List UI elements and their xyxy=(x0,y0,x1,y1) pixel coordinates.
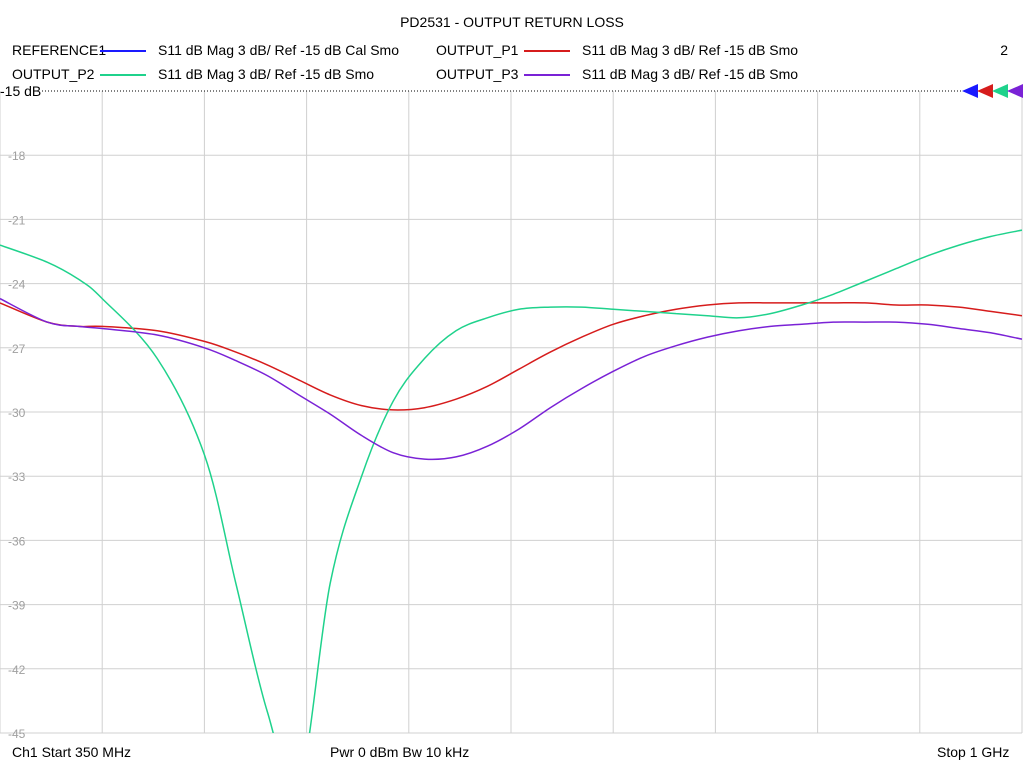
legend-desc: S11 dB Mag 3 dB/ Ref -15 dB Cal Smo xyxy=(158,42,399,58)
series-line-output-p2 xyxy=(0,229,1022,733)
legend-desc: S11 dB Mag 3 dB/ Ref -15 dB Smo xyxy=(158,66,375,82)
legend-swatch xyxy=(100,50,146,52)
y-tick-label: -45 xyxy=(8,727,26,741)
legend-swatch xyxy=(524,74,570,76)
start-frequency: Ch1 Start 350 MHz xyxy=(12,744,132,760)
y-tick-label: -33 xyxy=(8,470,26,484)
legend-name: OUTPUT_P1 xyxy=(436,42,519,58)
legend-row-2: OUTPUT_P2 S11 dB Mag 3 dB/ Ref -15 dB Sm… xyxy=(0,66,1024,84)
legend-desc: S11 dB Mag 3 dB/ Ref -15 dB Smo xyxy=(582,42,799,58)
y-tick-label: -30 xyxy=(8,406,26,420)
power-bandwidth: Pwr 0 dBm Bw 10 kHz xyxy=(330,744,470,760)
series-line-output-p1 xyxy=(0,301,1022,411)
y-tick-label: -36 xyxy=(8,534,26,548)
legend-name: REFERENCE1 xyxy=(12,42,107,58)
legend-swatch xyxy=(100,74,146,76)
reference-marker-icon xyxy=(992,84,1008,98)
reference-marker-icon xyxy=(962,84,978,98)
legend-name: OUTPUT_P3 xyxy=(436,66,519,82)
reference-marker-icon xyxy=(977,84,993,98)
channel-number: 2 xyxy=(1000,42,1008,58)
reference-marker-icon xyxy=(1007,84,1023,98)
series-line-output-p3 xyxy=(0,297,1022,461)
reference-label: -15 dB xyxy=(0,83,41,99)
y-tick-label: -39 xyxy=(8,599,26,613)
legend-swatch xyxy=(524,50,570,52)
y-tick-label: -24 xyxy=(8,278,26,292)
legend-desc: S11 dB Mag 3 dB/ Ref -15 dB Smo xyxy=(582,66,799,82)
y-tick-label: -27 xyxy=(8,342,26,356)
y-tick-label: -42 xyxy=(8,663,26,677)
chart-title: PD2531 - OUTPUT RETURN LOSS xyxy=(400,14,624,30)
y-tick-label: -21 xyxy=(8,213,26,227)
legend-name: OUTPUT_P2 xyxy=(12,66,95,82)
stop-frequency: Stop 1 GHz xyxy=(937,744,1010,760)
y-tick-label: -18 xyxy=(8,149,26,163)
legend-row-1: REFERENCE1 S11 dB Mag 3 dB/ Ref -15 dB C… xyxy=(0,42,1024,60)
